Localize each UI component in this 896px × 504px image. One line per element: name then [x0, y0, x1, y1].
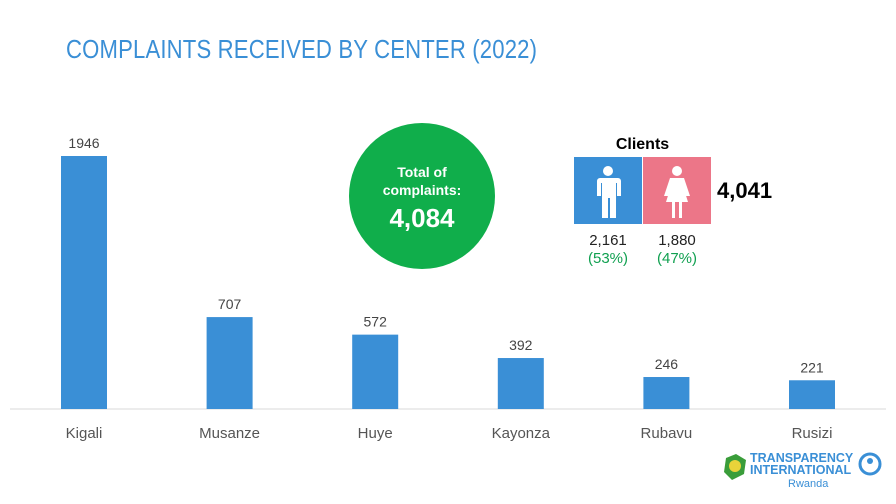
- bar-musanze: [206, 317, 253, 409]
- total-label-2: complaints:: [382, 182, 462, 198]
- chart-title: COMPLAINTS RECEIVED BY CENTER (2022): [66, 34, 538, 64]
- bar-kayonza: [497, 358, 544, 409]
- rwanda-map-icon: [724, 454, 746, 480]
- data-label: 1946: [68, 135, 99, 151]
- female-percent: (47%): [656, 250, 697, 267]
- female-icon: [664, 166, 690, 218]
- male-count: 2,161: [589, 232, 627, 249]
- logo-line-1: TRANSPARENCY: [750, 451, 854, 465]
- data-label: 246: [655, 356, 679, 372]
- total-label-1: Total of: [397, 164, 447, 180]
- total-complaints-badge: Total of complaints: 4,084: [349, 123, 495, 269]
- female-count: 1,880: [658, 232, 696, 249]
- data-label: 221: [800, 359, 824, 375]
- bar-huye: [352, 334, 399, 409]
- bar-rubavu: [643, 377, 690, 409]
- bar-kigali: [61, 156, 107, 409]
- transparency-international-logo: TRANSPARENCY INTERNATIONAL Rwanda: [722, 450, 884, 496]
- clients-total: 4,041: [717, 178, 773, 203]
- male-percent: (53%): [587, 250, 628, 267]
- male-box: [574, 157, 642, 224]
- logo-line-2: INTERNATIONAL: [750, 463, 852, 477]
- female-box: [643, 157, 711, 224]
- bar-rusizi: [789, 380, 835, 409]
- globe-icon: [858, 452, 882, 476]
- data-label: 572: [364, 314, 388, 330]
- category-label: Rusizi: [792, 425, 833, 442]
- male-icon: [597, 166, 621, 218]
- category-label: Kayonza: [492, 425, 551, 442]
- category-label: Musanze: [199, 425, 260, 442]
- logo-line-3: Rwanda: [788, 478, 829, 490]
- category-label: Rubavu: [641, 425, 693, 442]
- clients-title: Clients: [615, 136, 670, 153]
- category-label: Kigali: [66, 425, 103, 442]
- total-value: 4,084: [389, 203, 455, 233]
- category-label: Huye: [358, 425, 393, 442]
- data-label: 707: [218, 296, 242, 312]
- data-label: 392: [509, 337, 533, 353]
